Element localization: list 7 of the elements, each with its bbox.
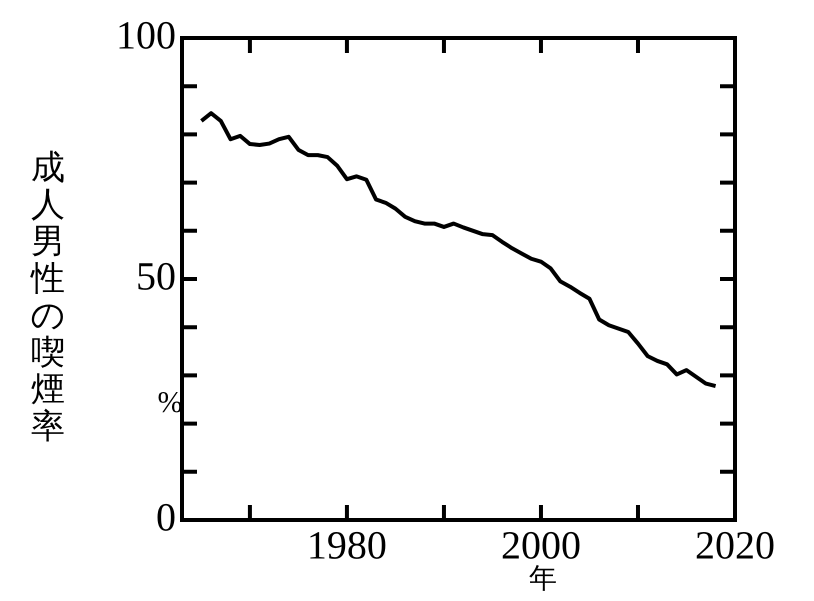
- x-tick-label: 2020: [695, 522, 775, 568]
- x-axis-title: 年: [528, 561, 557, 594]
- y-axis-title: 成人男性の喫煙率: [30, 147, 66, 446]
- y-tick-label: 100: [116, 12, 176, 58]
- y-tick-label: 0: [156, 494, 176, 540]
- y-tick-label: 50: [136, 254, 176, 298]
- x-tick-label: 1980: [306, 522, 387, 568]
